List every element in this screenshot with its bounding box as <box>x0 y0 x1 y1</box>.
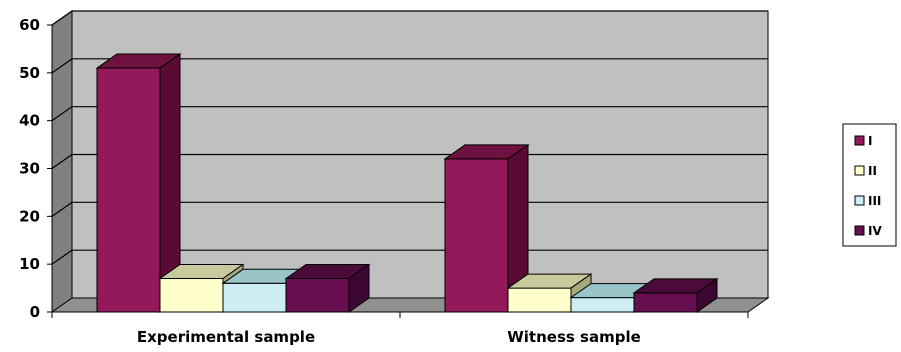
bar-front <box>222 282 287 313</box>
y-tick-label: 40 <box>19 112 40 130</box>
legend-swatch <box>854 165 865 176</box>
bar-side <box>696 277 718 313</box>
legend-label: III <box>868 194 881 208</box>
bar-front <box>96 67 161 313</box>
gridline <box>51 10 768 26</box>
x-category-label: Experimental sample <box>137 328 315 346</box>
legend-swatch <box>854 135 865 146</box>
legend-swatch <box>854 195 865 206</box>
x-category-label: Witness sample <box>507 328 641 346</box>
y-tick-label: 60 <box>19 16 40 34</box>
gridline <box>51 106 768 122</box>
y-tick-label: 10 <box>19 255 40 273</box>
bar-front <box>633 292 698 313</box>
y-tick-label: 50 <box>19 64 40 82</box>
legend-swatch <box>854 225 865 236</box>
y-tick-label: 20 <box>19 207 40 225</box>
legend-label: IV <box>868 224 882 238</box>
bar-front <box>507 287 572 313</box>
gridline <box>51 153 768 169</box>
legend-label: II <box>868 164 877 178</box>
bar-front <box>285 278 350 313</box>
bar-front <box>444 158 509 313</box>
gridline <box>51 201 768 217</box>
gridline <box>51 58 768 74</box>
bar-front <box>570 297 635 313</box>
bar-side <box>348 263 370 313</box>
gridline <box>51 249 768 265</box>
legend-label: I <box>868 134 872 148</box>
y-tick-label: 0 <box>30 303 40 321</box>
y-tick-label: 30 <box>19 160 40 178</box>
bar-front <box>159 278 224 313</box>
legend-box <box>842 123 897 247</box>
